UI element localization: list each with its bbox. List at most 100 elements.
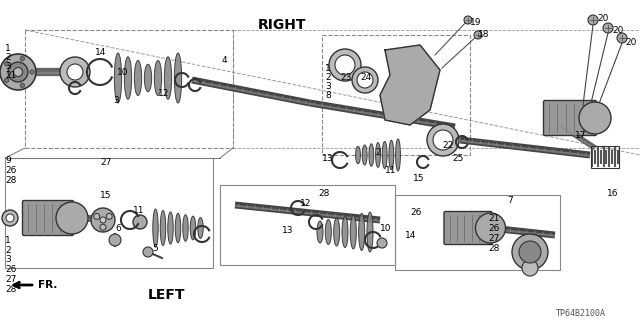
Text: TP64B2100A: TP64B2100A [556, 308, 606, 317]
FancyBboxPatch shape [543, 100, 596, 135]
Text: 27: 27 [5, 276, 17, 284]
Text: 28: 28 [5, 175, 17, 185]
Text: 21: 21 [488, 213, 499, 222]
Text: 6: 6 [115, 223, 121, 233]
Circle shape [100, 217, 106, 223]
Circle shape [522, 260, 538, 276]
Ellipse shape [325, 220, 332, 244]
Bar [25, 30, 233, 148]
Ellipse shape [356, 146, 360, 164]
Ellipse shape [115, 53, 122, 103]
Circle shape [512, 234, 548, 270]
Text: 17: 17 [575, 131, 586, 140]
Text: 20: 20 [625, 37, 636, 46]
Circle shape [91, 208, 115, 232]
Circle shape [519, 241, 541, 263]
Text: 10: 10 [380, 223, 392, 233]
Circle shape [94, 213, 100, 220]
Text: 14: 14 [405, 230, 417, 239]
Text: 27: 27 [100, 157, 111, 166]
Circle shape [100, 224, 106, 230]
FancyBboxPatch shape [444, 212, 492, 244]
Text: 15: 15 [100, 190, 111, 199]
Ellipse shape [369, 144, 374, 166]
Circle shape [476, 213, 506, 243]
Circle shape [357, 72, 373, 88]
Circle shape [335, 55, 355, 75]
Text: FR.: FR. [38, 280, 58, 290]
Ellipse shape [134, 60, 141, 95]
Circle shape [109, 234, 121, 246]
Bar [322, 35, 470, 155]
Text: 13: 13 [322, 154, 333, 163]
Circle shape [143, 247, 153, 257]
Circle shape [30, 70, 34, 74]
Ellipse shape [124, 57, 132, 99]
Text: 28: 28 [5, 285, 17, 294]
Text: 12: 12 [300, 198, 312, 207]
Text: 2: 2 [5, 245, 11, 254]
Polygon shape [380, 45, 440, 125]
Circle shape [377, 238, 387, 248]
FancyBboxPatch shape [22, 201, 74, 236]
Circle shape [20, 83, 24, 87]
Text: 20: 20 [612, 26, 623, 35]
Circle shape [474, 31, 482, 39]
Text: 3: 3 [325, 82, 331, 91]
Text: 2: 2 [325, 73, 331, 82]
Bar [5, 158, 213, 268]
Text: 23: 23 [340, 73, 351, 82]
Ellipse shape [350, 215, 356, 249]
Text: 13: 13 [282, 226, 294, 235]
Ellipse shape [175, 213, 180, 243]
Text: 10: 10 [117, 68, 129, 76]
Ellipse shape [154, 60, 162, 95]
Ellipse shape [389, 140, 394, 170]
Text: 24: 24 [360, 73, 371, 82]
Ellipse shape [367, 212, 373, 252]
Ellipse shape [164, 57, 172, 99]
Circle shape [617, 33, 627, 43]
Text: 3: 3 [5, 61, 11, 70]
Circle shape [20, 57, 24, 61]
Circle shape [427, 124, 459, 156]
Text: 16: 16 [607, 188, 618, 197]
Circle shape [603, 23, 613, 33]
Text: 9: 9 [5, 156, 11, 164]
Text: 15: 15 [413, 173, 424, 182]
Circle shape [56, 202, 88, 234]
Ellipse shape [342, 217, 348, 247]
Text: 25: 25 [452, 154, 463, 163]
Circle shape [8, 62, 28, 82]
Circle shape [329, 49, 361, 81]
Text: 26: 26 [5, 266, 17, 275]
Bar [395, 195, 560, 270]
Ellipse shape [376, 143, 380, 167]
Text: 2: 2 [375, 148, 381, 156]
Circle shape [579, 102, 611, 134]
Bar [591, 146, 619, 168]
Text: 26: 26 [488, 223, 499, 233]
Circle shape [133, 215, 147, 229]
Text: 21: 21 [5, 70, 17, 79]
Text: 20: 20 [597, 13, 609, 22]
Text: 27: 27 [488, 234, 499, 243]
Text: 22: 22 [442, 140, 453, 149]
Text: 1: 1 [325, 63, 331, 73]
Ellipse shape [153, 209, 158, 247]
Ellipse shape [160, 211, 166, 245]
Text: 1: 1 [5, 236, 11, 244]
Ellipse shape [145, 64, 152, 92]
Ellipse shape [358, 213, 365, 251]
Text: 12: 12 [158, 89, 170, 98]
Text: 3: 3 [5, 255, 11, 265]
Bar [220, 185, 395, 265]
Ellipse shape [190, 216, 196, 240]
Ellipse shape [317, 221, 323, 243]
Circle shape [352, 67, 378, 93]
Circle shape [4, 61, 9, 66]
Ellipse shape [333, 218, 340, 246]
Text: 8: 8 [325, 91, 331, 100]
Ellipse shape [168, 212, 173, 244]
Circle shape [60, 57, 90, 87]
